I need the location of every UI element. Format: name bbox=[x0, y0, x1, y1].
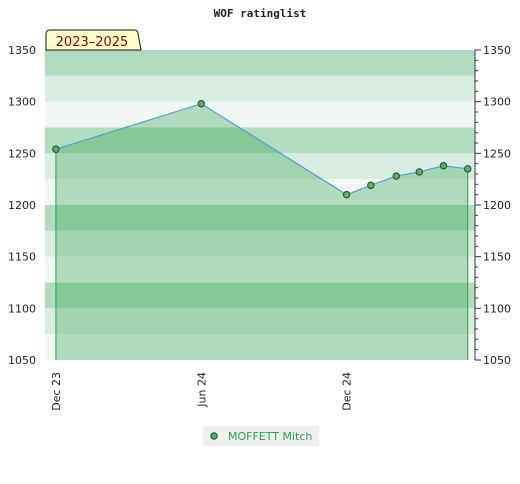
y-tick-label-right: 1250 bbox=[483, 147, 511, 160]
legend-box bbox=[203, 426, 319, 446]
x-axis: Dec 23 Jun 24 Dec 24 bbox=[50, 372, 354, 411]
chart-title: WOF ratinglist bbox=[214, 7, 307, 20]
legend: MOFFETT Mitch bbox=[203, 426, 319, 446]
period-badge: 2023–2025 bbox=[45, 29, 142, 51]
y-tick-label-right: 1350 bbox=[483, 44, 511, 57]
period-badge-box bbox=[45, 29, 142, 51]
y-tick-label-left: 1250 bbox=[8, 147, 36, 160]
y-tick-label-left: 1100 bbox=[8, 302, 36, 315]
y-axis-left: 1050 1100 1150 1200 1250 1300 1350 bbox=[8, 44, 36, 367]
background-band bbox=[45, 179, 475, 205]
data-point bbox=[464, 165, 472, 173]
y-tick-label-right: 1300 bbox=[483, 96, 511, 109]
background-band bbox=[45, 282, 475, 309]
y-tick-label-right: 1150 bbox=[483, 251, 511, 264]
data-point bbox=[367, 181, 375, 190]
y-tick-label-left: 1350 bbox=[8, 44, 36, 57]
y-tick-label-right: 1100 bbox=[483, 302, 511, 315]
points-layer bbox=[52, 100, 472, 199]
background-band bbox=[45, 205, 475, 231]
y-tick-label-left: 1150 bbox=[8, 251, 36, 264]
data-point bbox=[392, 172, 400, 180]
background-band bbox=[45, 334, 475, 360]
background-band bbox=[45, 101, 475, 128]
background-band bbox=[45, 308, 475, 335]
background-band bbox=[45, 50, 475, 76]
background-bands bbox=[45, 50, 475, 360]
background-band bbox=[45, 230, 475, 257]
y-tick-label-left: 1200 bbox=[8, 199, 36, 212]
data-point bbox=[52, 145, 60, 153]
y-tick-label-right: 1200 bbox=[483, 199, 511, 212]
legend-marker bbox=[210, 432, 218, 440]
background-band bbox=[45, 256, 475, 283]
area-layer bbox=[55, 103, 469, 360]
legend-label: MOFFETT Mitch bbox=[228, 430, 312, 443]
data-point bbox=[197, 100, 205, 108]
line-layer bbox=[55, 103, 468, 196]
y-axis-right: 1050 1100 1150 1200 1250 1300 1350 bbox=[474, 44, 511, 367]
y-tick-label-right: 1050 bbox=[483, 354, 511, 367]
series-line bbox=[55, 103, 468, 196]
data-point bbox=[439, 162, 448, 170]
x-tick-label: Dec 23 bbox=[50, 372, 63, 411]
x-tick-label: Jun 24 bbox=[195, 372, 208, 408]
data-point bbox=[415, 168, 423, 176]
background-band bbox=[45, 75, 475, 102]
data-point bbox=[342, 190, 351, 199]
series-area bbox=[55, 103, 468, 360]
x-tick-label: Dec 24 bbox=[341, 372, 354, 411]
y-tick-label-left: 1300 bbox=[8, 96, 36, 109]
period-badge-text: 2023–2025 bbox=[56, 35, 129, 50]
y-tick-label-left: 1050 bbox=[8, 354, 36, 367]
